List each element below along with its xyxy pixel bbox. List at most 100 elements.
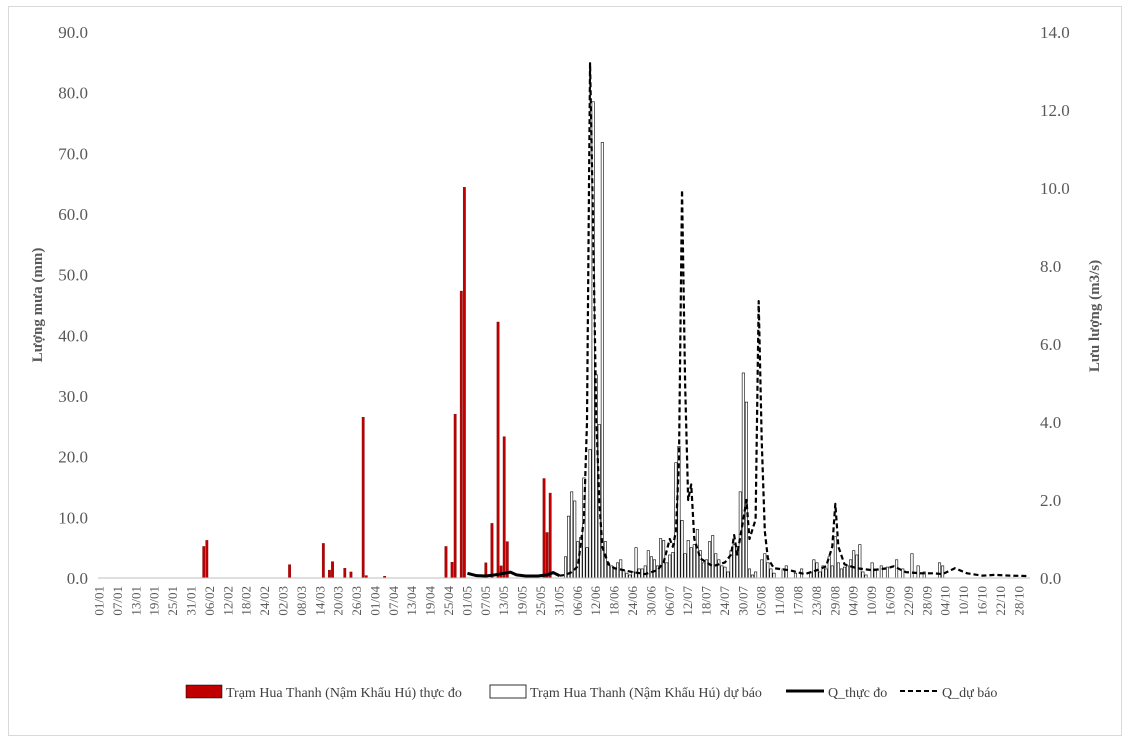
right-y-tick-label: 14.0 (1040, 23, 1070, 42)
x-tick-label: 22/09 (901, 586, 916, 616)
left-y-tick-label: 90.0 (58, 23, 88, 42)
x-tick-label: 06/02 (202, 586, 217, 616)
right-y-tick-label: 10.0 (1040, 179, 1070, 198)
left-y-tick-label: 50.0 (58, 266, 88, 285)
rainfall-bar (692, 544, 696, 579)
rainfall-bar (567, 515, 571, 579)
rainfall-bar (741, 372, 745, 579)
x-tick-label: 24/07 (717, 586, 732, 616)
rainfall-bar (453, 414, 457, 579)
rainfall-bar (717, 559, 721, 579)
x-tick-label: 18/07 (699, 586, 714, 616)
rainfall-bar (843, 566, 847, 579)
rainfall-bar (754, 571, 758, 579)
x-tick-label: 08/03 (294, 586, 309, 616)
rainfall-bar (502, 436, 506, 579)
left-y-tick-label: 40.0 (58, 326, 88, 345)
x-tick-label: 30/07 (735, 586, 750, 616)
rainfall-bar (343, 568, 347, 579)
rainfall-bar (490, 523, 494, 579)
rainfall-bar (683, 553, 687, 579)
x-tick-label: 13/01 (128, 586, 143, 616)
x-tick-label: 07/01 (110, 586, 125, 616)
rainfall-bar (763, 553, 767, 579)
rainfall-bar (640, 568, 644, 579)
rainfall-bar (585, 547, 589, 579)
rainfall-bar (205, 540, 209, 579)
rainfall-bar (496, 321, 500, 579)
x-tick-label: 13/05 (496, 586, 511, 616)
rainfall-bar (689, 547, 693, 579)
x-tick-label: 12/06 (588, 586, 603, 616)
x-tick-label: 04/09 (846, 586, 861, 616)
rainfall-bar (744, 401, 748, 579)
rainfall-bar (916, 565, 920, 579)
left-y-tick-label: 30.0 (58, 387, 88, 406)
left-y-tick-labels: 0.0 10.0 20.0 30.0 40.0 50.0 60.0 70.0 80.0 90.0 (58, 23, 88, 588)
x-tick-label: 07/05 (478, 586, 493, 616)
x-tick-label: 26/03 (349, 586, 364, 616)
left-y-tick-label: 0.0 (67, 569, 88, 588)
legend-label-q-observed: Q_thực đo (828, 686, 887, 701)
x-tick-label: 25/01 (165, 586, 180, 616)
right-y-tick-labels: 0.0 2.0 4.0 6.0 8.0 10.0 12.0 14.0 (1040, 23, 1070, 588)
x-tick-label: 30/06 (643, 586, 658, 616)
rainfall-bar (852, 550, 856, 579)
x-tick-label: 28/10 (1011, 586, 1026, 616)
rainfall-bar (766, 562, 770, 579)
x-tick-label: 01/04 (368, 586, 383, 616)
x-tick-label: 04/10 (938, 586, 953, 616)
x-tick-label: 23/08 (809, 586, 824, 616)
rainfall-bar (938, 562, 942, 579)
x-tick-label: 11/08 (772, 586, 787, 615)
x-tick-label: 28/09 (919, 586, 934, 616)
rainfall-bar (870, 562, 874, 579)
left-y-tick-label: 10.0 (58, 508, 88, 527)
rainfall-bar (701, 562, 705, 579)
rainfall-bar (652, 559, 656, 579)
rainfall-bar (499, 565, 503, 579)
x-tick-label: 10/09 (864, 586, 879, 616)
legend-label-observed-rainfall: Trạm Hua Thanh (Nậm Khẩu Hú) thực đo (226, 686, 462, 701)
legend-label-forecast-rainfall: Trạm Hua Thanh (Nậm Khẩu Hú) dự báo (530, 686, 762, 701)
x-tick-label: 19/04 (423, 586, 438, 616)
rainfall-bar (349, 571, 353, 579)
rainfall-bar (564, 556, 568, 579)
rainfall-bar (462, 187, 466, 579)
rainfall-bar (328, 569, 331, 579)
rainfall-bar (668, 554, 672, 579)
x-tick-label: 29/08 (827, 586, 842, 616)
legend-item-observed-rainfall: Trạm Hua Thanh (Nậm Khẩu Hú) thực đo (185, 684, 462, 701)
rainfall-bar (879, 565, 883, 579)
discharge-lines (467, 62, 1029, 578)
rainfall-bar (901, 568, 905, 579)
rainfall-bar (833, 536, 837, 579)
x-tick-label: 01/01 (92, 586, 107, 616)
rainfall-bar (548, 492, 552, 579)
legend-item-q-observed: Q_thực đo (786, 686, 887, 701)
rainfall-bar (659, 538, 663, 579)
rainfall-bar (573, 500, 577, 579)
legend: Trạm Hua Thanh (Nậm Khẩu Hú) thực đo Trạ… (185, 684, 997, 701)
x-tick-label: 01/05 (459, 586, 474, 616)
rainfall-bar (643, 565, 647, 579)
q-observed-line (467, 570, 561, 578)
rainfall-bar (686, 540, 690, 579)
right-y-tick-label: 0.0 (1040, 569, 1061, 588)
rainfall-bar (910, 553, 914, 579)
rainfall-bar (836, 562, 840, 579)
x-tick-label: 06/06 (570, 586, 585, 616)
legend-item-forecast-rainfall: Trạm Hua Thanh (Nậm Khẩu Hú) dự báo (489, 684, 762, 701)
x-tick-label: 10/10 (956, 586, 971, 616)
x-tick-label: 31/05 (551, 586, 566, 616)
rainfall-bar (459, 290, 463, 579)
left-y-tick-label: 80.0 (58, 84, 88, 103)
right-y-tick-label: 6.0 (1040, 335, 1061, 354)
observed-rainfall-bars (202, 187, 552, 579)
x-tick-label: 16/10 (975, 586, 990, 616)
rainfall-bar (450, 562, 454, 579)
x-tick-label: 18/06 (607, 586, 622, 616)
left-y-tick-label: 70.0 (58, 144, 88, 163)
rainfall-bar (361, 417, 365, 579)
right-y-tick-label: 8.0 (1040, 257, 1061, 276)
